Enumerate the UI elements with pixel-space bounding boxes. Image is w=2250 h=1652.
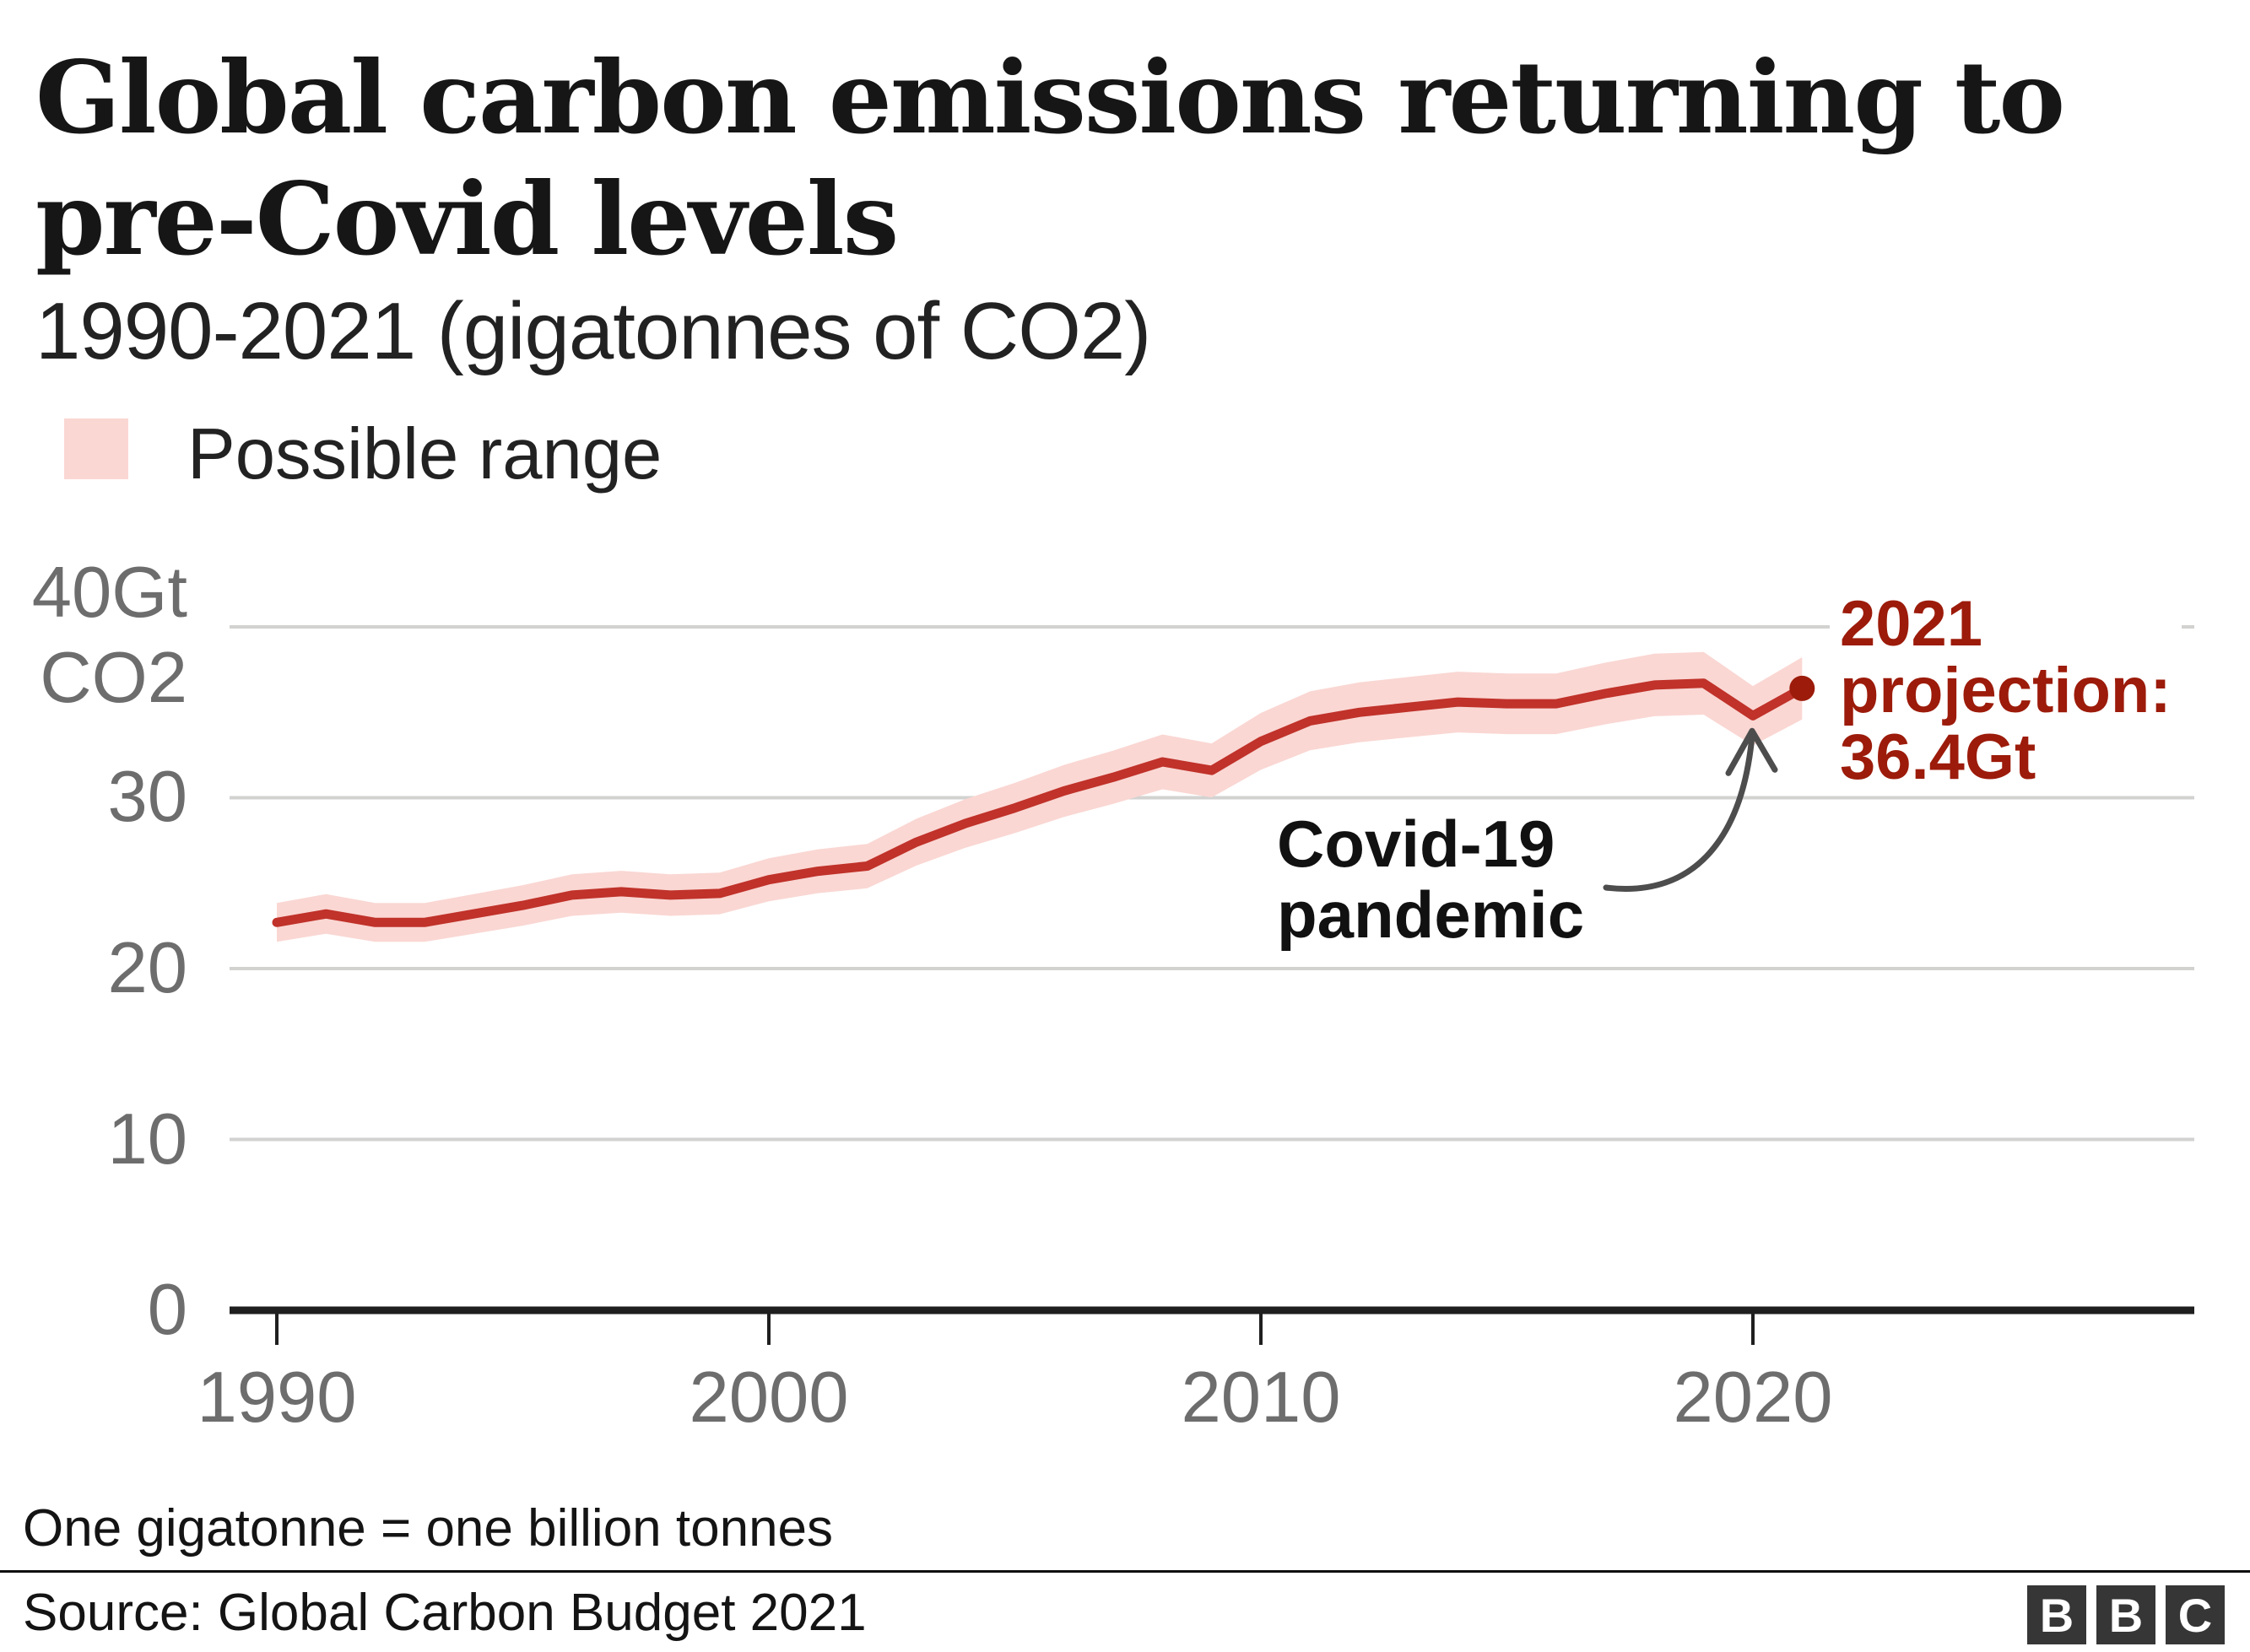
annotation-arrow — [1603, 732, 1755, 892]
projection-annotation-line-1: 2021 — [1840, 588, 1983, 660]
y-tick-label-0: 0 — [147, 1270, 187, 1350]
projection-annotation-line-3: 36.4Gt — [1840, 721, 2036, 793]
covid-annotation-line-2: pandemic — [1277, 877, 1585, 952]
chart-subtitle: 1990-2021 (gigatonnes of CO2) — [35, 286, 1151, 376]
bbc-logo-letter-b2: B — [2096, 1585, 2155, 1644]
annotation-arrowhead — [1725, 727, 1778, 776]
footer-divider — [0, 1570, 2250, 1573]
x-tick-label-2010: 2010 — [1181, 1358, 1341, 1438]
bbc-logo: B B C — [2027, 1585, 2225, 1644]
emissions-line — [272, 678, 1807, 927]
x-tick-label-2020: 2020 — [1673, 1358, 1833, 1438]
projection-dot — [1789, 675, 1815, 701]
y-unit-line-1: 40Gt — [31, 553, 187, 633]
legend-label: Possible range — [187, 414, 663, 494]
bbc-logo-letter-c: C — [2166, 1585, 2225, 1644]
y-axis-unit-label: 40Gt CO2 — [0, 550, 187, 721]
gigatonne-footnote: One gigatonne = one billion tonnes — [23, 1499, 834, 1558]
x-tick-label-2000: 2000 — [689, 1358, 849, 1438]
source-line: Source: Global Carbon Budget 2021 — [23, 1584, 867, 1642]
y-tick-label-10: 10 — [107, 1099, 187, 1180]
y-unit-line-2: CO2 — [40, 638, 187, 718]
bbc-logo-letter-b1: B — [2027, 1585, 2086, 1644]
projection-annotation-line-2: projection: — [1840, 655, 2172, 726]
possible-range-swatch — [64, 418, 128, 479]
title-line-2: pre-Covid levels — [35, 160, 899, 278]
y-tick-label-30: 30 — [107, 757, 187, 837]
covid-annotation: Covid-19 pandemic — [1277, 808, 1584, 950]
projection-annotation: 2021 projection: 36.4Gt — [1830, 586, 2182, 796]
x-tick-label-1990: 1990 — [197, 1358, 357, 1438]
x-axis-ticks — [275, 1314, 1755, 1345]
y-tick-label-20: 20 — [107, 928, 187, 1008]
title-line-1: Global carbon emissions returning to — [35, 39, 2065, 156]
page-title: Global carbon emissions returning to pre… — [35, 37, 2065, 280]
covid-annotation-line-1: Covid-19 — [1277, 807, 1555, 881]
